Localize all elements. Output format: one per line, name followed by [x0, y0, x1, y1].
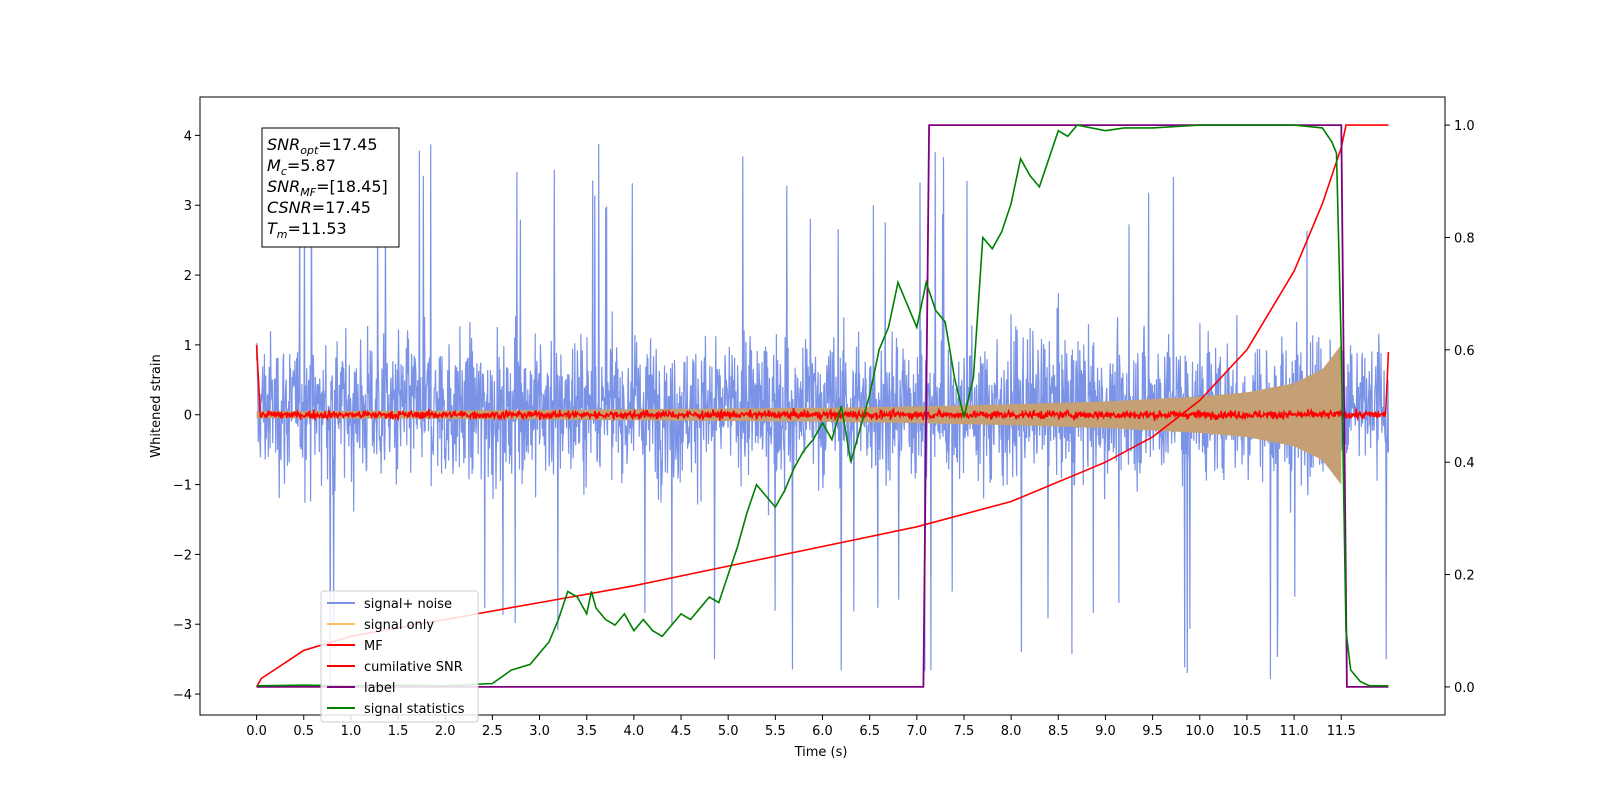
y2-tick-label: 0.8	[1454, 231, 1475, 246]
x-tick-label: 6.0	[812, 724, 833, 739]
legend-frame	[320, 590, 479, 723]
x-tick-label: 2.0	[435, 724, 456, 739]
y2-tick-label: 1.0	[1454, 119, 1475, 134]
annotation-line: CSNR=17.45	[267, 198, 371, 217]
legend-label: signal+ noise	[364, 597, 452, 612]
legend-label: cumilative SNR	[364, 660, 463, 675]
legend-label: label	[364, 681, 395, 696]
x-tick-label: 4.5	[671, 724, 692, 739]
x-tick-label: 9.5	[1142, 724, 1163, 739]
x-tick-label: 4.0	[624, 724, 645, 739]
legend-label: MF	[364, 639, 383, 654]
axes: 0.0 0.5 1.0 1.5 2.0 2.5 3.0 3.5 4.0 4.5 5.0 5.5 6.0 6…	[173, 96, 1475, 739]
y-tick-label: −4	[173, 688, 192, 703]
series-signal-noise	[256, 143, 1390, 685]
x-tick-label: 9.0	[1095, 724, 1116, 739]
y-tick-label: 3	[184, 199, 192, 214]
y-tick-label: 4	[184, 129, 192, 144]
y-tick-label: −2	[173, 548, 192, 563]
legend: signal+ noise signal only MF cumilative SNR…	[320, 590, 479, 723]
series-label	[256, 124, 1389, 688]
series-signal-statistics	[256, 124, 1389, 687]
x-axis-label: Time (s)	[794, 745, 848, 760]
x-tick-label: 3.5	[576, 724, 597, 739]
y-axis-label: Whitened strain	[149, 354, 164, 457]
y2-tick-label: 0.2	[1454, 569, 1475, 584]
x-tick-label: 7.0	[906, 724, 927, 739]
y-tick-label: −1	[173, 479, 192, 494]
series-mf	[255, 344, 1390, 422]
x-tick-label: 8.0	[1001, 724, 1022, 739]
annotation-line: SNRopt=17.45	[267, 135, 378, 157]
legend-label: signal only	[364, 618, 434, 633]
stats-annotation-box: SNRopt=17.45Mc=5.87SNRMF=[18.45]CSNR=17.…	[261, 127, 400, 248]
x-tick-label: 8.5	[1048, 724, 1069, 739]
y-tick-label: 1	[184, 339, 192, 354]
x-tick-label: 1.0	[341, 724, 362, 739]
x-tick-label: 10.0	[1185, 724, 1214, 739]
annotation-frame	[261, 127, 400, 248]
x-tick-label: 1.5	[388, 724, 409, 739]
x-tick-label: 11.0	[1280, 724, 1309, 739]
x-tick-label: 6.5	[859, 724, 880, 739]
x-tick-label: 5.5	[765, 724, 786, 739]
x-tick-label: 0.5	[293, 724, 314, 739]
legend-label: signal statistics	[364, 702, 465, 717]
x-tick-label: 11.5	[1327, 724, 1356, 739]
y-tick-label: 0	[184, 409, 192, 424]
x-tick-label: 5.0	[718, 724, 739, 739]
x-tick-label: 0.0	[246, 724, 267, 739]
x-tick-label: 2.5	[482, 724, 503, 739]
y-tick-label: −3	[173, 618, 192, 633]
annotation-line: Tm=11.53	[267, 219, 347, 241]
x-tick-label: 3.0	[529, 724, 550, 739]
annotation-line: SNRMF=[18.45]	[267, 177, 388, 199]
y2-tick-label: 0.0	[1454, 681, 1475, 696]
x-tick-label: 10.5	[1232, 724, 1261, 739]
y-tick-label: 2	[184, 269, 192, 284]
x-tick-label: 7.5	[954, 724, 975, 739]
y2-tick-label: 0.4	[1454, 456, 1475, 471]
annotation-line: Mc=5.87	[267, 156, 336, 178]
y2-tick-label: 0.6	[1454, 344, 1475, 359]
